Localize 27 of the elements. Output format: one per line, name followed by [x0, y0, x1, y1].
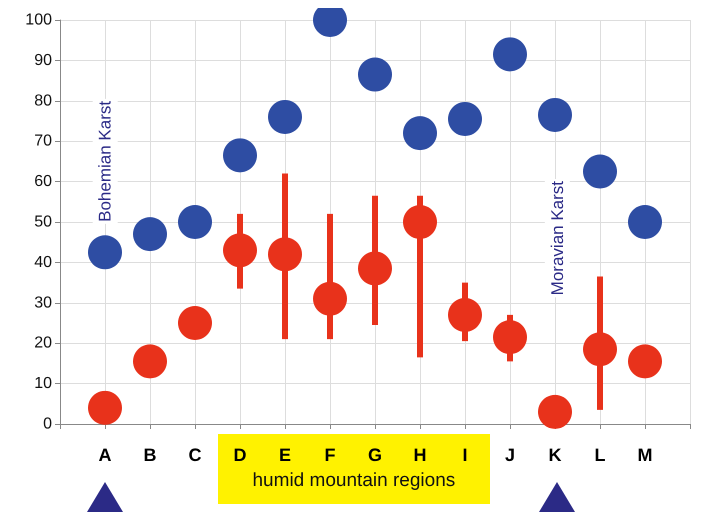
x-tick-label: F: [324, 445, 336, 465]
y-tick-label: 40: [34, 254, 52, 271]
x-tick-label: M: [638, 445, 652, 465]
x-tick-label: E: [278, 445, 292, 465]
x-tick-label: I: [462, 445, 468, 465]
x-tick-label: C: [188, 445, 202, 465]
x-tick-label: H: [414, 445, 426, 465]
x-tick-label: J: [504, 445, 516, 465]
y-tick-label: 0: [43, 416, 52, 432]
annotation: Bohemian Karst: [96, 100, 115, 222]
y-tick-label: 50: [34, 214, 52, 230]
x-tick-label: D: [234, 445, 246, 465]
y-tick-label: 70: [34, 132, 52, 150]
y-tick-label: 80: [34, 92, 52, 110]
x-tick-label: K: [548, 445, 562, 465]
y-tick-label: 10: [34, 375, 52, 392]
annotation: Moravian Karst: [548, 180, 567, 296]
text: humid mountain regions: [251, 470, 456, 492]
y-tick-label: 60: [34, 173, 52, 190]
y-tick-label: 90: [34, 52, 52, 69]
y-tick-label: 30: [34, 294, 52, 312]
x-tick-label: B: [144, 445, 156, 465]
x-tick-label: A: [98, 445, 112, 465]
y-tick-label: 20: [34, 334, 52, 352]
x-tick-label: L: [594, 445, 606, 465]
x-tick-label: G: [368, 445, 382, 465]
y-tick-label: 100: [25, 12, 52, 28]
